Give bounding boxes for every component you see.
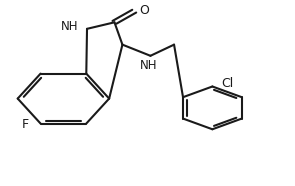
Text: NH: NH: [140, 59, 158, 72]
Text: O: O: [140, 4, 149, 17]
Text: F: F: [22, 118, 29, 131]
Text: NH: NH: [61, 20, 79, 33]
Text: Cl: Cl: [221, 77, 234, 90]
